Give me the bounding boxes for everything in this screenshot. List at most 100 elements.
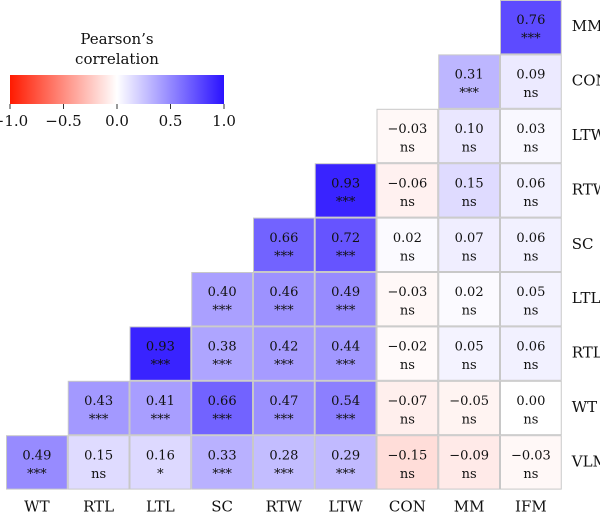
x-tick-label: MM [454,498,485,512]
cell-significance-label: ns [462,140,477,155]
heatmap-cell: −0.07 ns [376,380,439,436]
cell-significance-label: ns [400,304,415,319]
cell-value-label: 0.33 [208,448,237,463]
cell-value-label: 0.38 [208,340,237,355]
cell-significance-label: *** [89,412,109,427]
heatmap-cell: 0.49 *** [6,435,68,490]
cell-rect [500,108,562,164]
x-tick-label: LTW [329,498,364,512]
cell-rect [67,380,130,436]
cell-significance-label: *** [274,304,294,319]
color-legend: Pearson’s correlation −1.0 −0.5 0.0 0.5 1.0 [0,30,236,130]
cell-value-label: 0.93 [331,176,360,191]
cell-significance-label: ns [462,467,477,482]
cell-rect [500,163,562,218]
cell-significance-label: *** [274,467,294,482]
cell-rect [500,380,562,436]
y-tick-label: MM [572,17,600,35]
cell-value-label: −0.03 [387,285,427,300]
heatmap-cell: 0.46 *** [253,272,315,327]
heatmap-cell: −0.05 ns [438,380,500,436]
y-tick-label: SC [572,235,594,253]
cell-rect [376,108,439,164]
legend-tick-label: 0.0 [105,112,129,130]
cell-rect [438,435,500,490]
cell-significance-label: ns [523,467,538,482]
cell-value-label: 0.49 [22,448,51,463]
cell-significance-label: ns [523,140,538,155]
x-axis-labels: WT RTL LTL SC RTW LTW CON MM IFM [24,498,547,512]
cell-value-label: 0.07 [455,231,484,246]
heatmap-cell: 0.02 ns [438,272,500,327]
cell-rect [438,217,500,273]
cell-significance-label: ns [400,140,415,155]
cell-value-label: 0.31 [455,68,484,83]
cell-rect [6,435,68,490]
cell-significance-label: *** [459,86,479,101]
heatmap-cell: −0.06 ns [376,163,439,218]
x-tick-label: LTL [146,498,175,512]
cell-significance-label: ns [400,249,415,264]
cell-significance-label: ns [523,249,538,264]
cell-rect [438,163,500,218]
cell-significance-label: *** [336,195,356,210]
cell-significance-label: ns [523,304,538,319]
y-tick-label: RTW [572,180,600,198]
y-tick-label: RTL [572,344,600,362]
cell-significance-label: ns [462,195,477,210]
x-tick-label: RTL [83,498,114,512]
cell-value-label: 0.06 [516,176,545,191]
cell-value-label: 0.03 [516,122,545,137]
cell-value-label: 0.47 [269,394,298,409]
cell-value-label: 0.05 [455,340,484,355]
heatmap-cell: 0.06 ns [500,163,562,218]
cell-significance-label: *** [521,32,541,47]
cell-rect [376,163,439,218]
cell-rect [500,54,562,109]
cell-value-label: 0.06 [516,231,545,246]
heatmap-cell: 0.38 *** [191,326,253,381]
cell-value-label: −0.03 [511,448,551,463]
cell-rect [376,380,439,436]
heatmap-cell: 0.05 ns [500,272,562,327]
heatmap-cell: 0.54 *** [314,380,377,436]
legend-color-bar [10,75,224,104]
cell-value-label: −0.05 [449,394,489,409]
cell-value-label: 0.93 [146,340,175,355]
cell-rect [314,217,377,273]
cell-significance-label: *** [274,249,294,264]
cell-significance-label: ns [523,412,538,427]
cell-value-label: 0.40 [208,285,237,300]
legend-tick-label: 0.5 [159,112,183,130]
cell-rect [314,272,377,327]
cell-significance-label: ns [462,358,477,373]
cell-rect [253,217,315,273]
cell-significance-label: *** [336,249,356,264]
heatmap-cell: 0.03 ns [500,108,562,164]
cell-significance-label: *** [212,467,232,482]
cell-value-label: 0.46 [269,285,298,300]
cell-rect [129,326,192,381]
cell-value-label: 0.15 [455,176,484,191]
cell-value-label: −0.02 [387,340,427,355]
x-tick-label: WT [24,498,49,512]
heatmap-cell: 0.44 *** [314,326,377,381]
cell-significance-label: *** [274,412,294,427]
heatmap-cell: −0.03 ns [376,108,439,164]
heatmap-cell: −0.09 ns [438,435,500,490]
cell-value-label: −0.06 [387,176,427,191]
heatmap-cell: 0.29 *** [314,435,377,490]
cell-rect [314,380,377,436]
y-tick-label: WT [572,398,597,416]
cell-significance-label: *** [336,304,356,319]
cell-value-label: 0.00 [516,394,545,409]
legend-tick-label: −1.0 [0,112,28,130]
cell-rect [253,272,315,327]
cell-significance-label: ns [462,304,477,319]
cell-value-label: 0.54 [331,394,360,409]
heatmap-cell: 0.33 *** [191,435,253,490]
cell-rect [253,326,315,381]
cell-significance-label: ns [400,358,415,373]
cell-value-label: −0.15 [387,448,427,463]
heatmap-cell: 0.42 *** [253,326,315,381]
